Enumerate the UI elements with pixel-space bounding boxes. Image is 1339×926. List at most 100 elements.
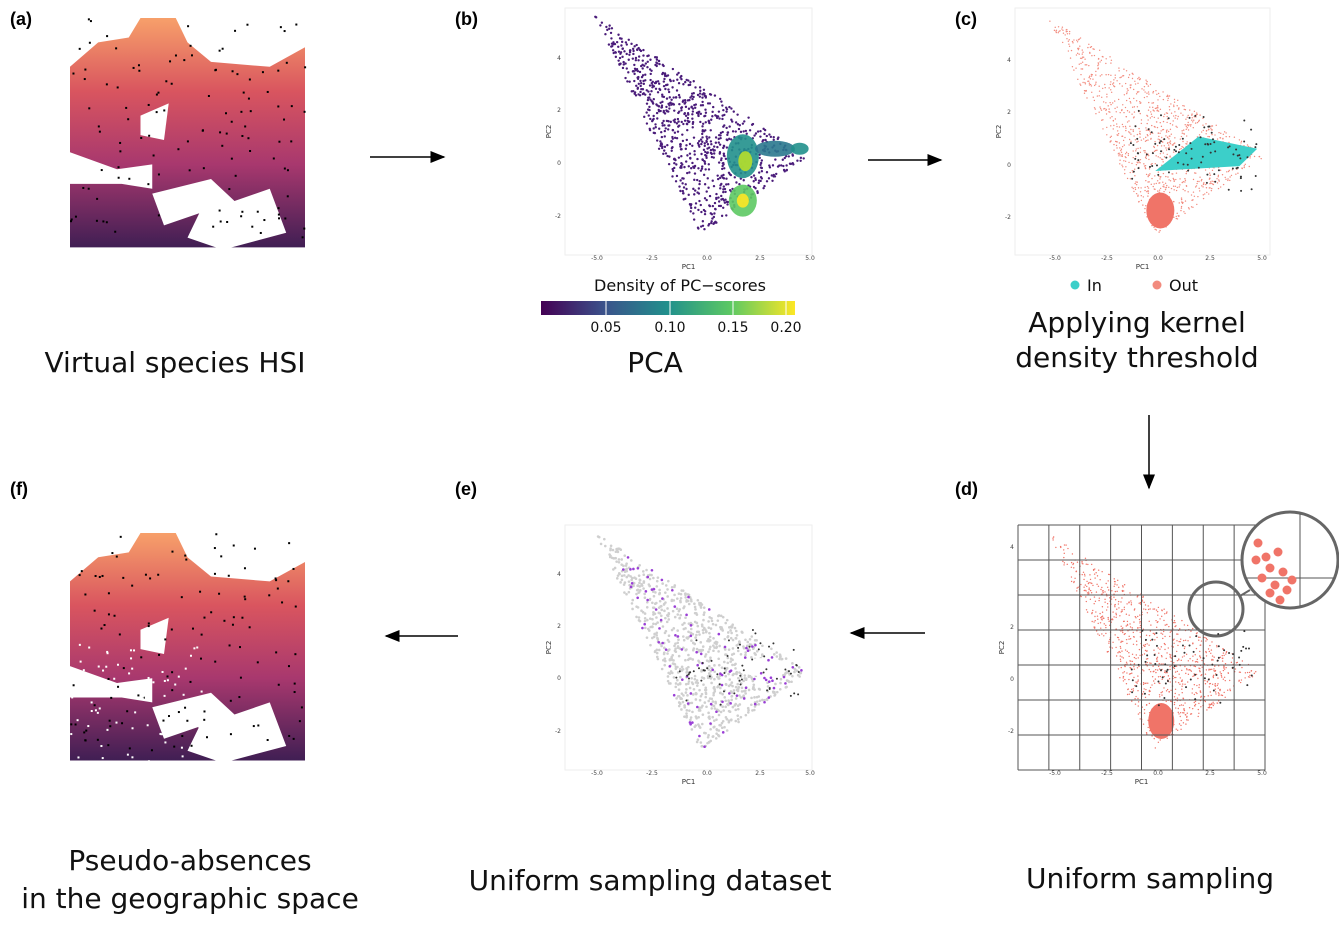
pc-point (1209, 178, 1210, 179)
pc-point (681, 177, 683, 179)
pc-point (730, 699, 733, 702)
presence-point (1202, 156, 1204, 158)
pc-point (683, 166, 685, 168)
pc-point (738, 128, 740, 130)
pc-point (648, 109, 650, 111)
presence-point (763, 672, 765, 674)
pc-point (1142, 669, 1143, 670)
pc-point (1135, 616, 1136, 617)
pc-point (1174, 99, 1175, 100)
pc-point (779, 655, 782, 658)
pc-point (1113, 85, 1114, 86)
pc-point (623, 554, 626, 557)
pc-point (1150, 111, 1151, 112)
pc-point (719, 692, 722, 695)
pc-point (694, 612, 697, 615)
pc-point (1167, 100, 1168, 101)
pc-point (705, 112, 707, 114)
pc-point (1160, 739, 1161, 740)
presence-point (739, 644, 741, 646)
sampled-point (637, 567, 640, 570)
presence-point (1214, 181, 1216, 183)
pc-point (1158, 138, 1159, 139)
pc-point (693, 150, 695, 152)
pc-point (1165, 147, 1166, 148)
pc-point (598, 536, 601, 539)
y-tick-label: 0 (557, 675, 561, 682)
pc-point (675, 163, 677, 165)
pc-point (1110, 117, 1111, 118)
presence-point (75, 723, 77, 725)
pc-point (1236, 662, 1237, 663)
pc-point (612, 549, 615, 552)
pc-point (1130, 600, 1131, 601)
pc-point (1195, 666, 1196, 667)
presence-point (769, 688, 771, 690)
pc-point (742, 122, 744, 124)
pc-point (700, 169, 702, 171)
pc-point (785, 169, 787, 171)
pc-point (1148, 93, 1149, 94)
pc-point (1084, 78, 1085, 79)
pc-point (688, 165, 690, 167)
pc-point (1146, 83, 1147, 84)
pc-point (1168, 691, 1169, 692)
y-tick-label: -2 (1005, 214, 1011, 221)
pc-point (715, 136, 717, 138)
pc-point (731, 681, 734, 684)
pc-point (664, 146, 666, 148)
pc-point (1123, 621, 1124, 622)
presence-point (679, 670, 681, 672)
pc-point (699, 90, 701, 92)
pc-point (1206, 655, 1207, 656)
zoom-point (1288, 576, 1297, 585)
pc-point (1125, 166, 1126, 167)
pc-point (755, 179, 757, 181)
sampled-point (636, 596, 639, 599)
pc-point (1126, 603, 1127, 604)
pc-point (763, 133, 765, 135)
pc-point (791, 662, 794, 665)
presence-point (244, 125, 246, 127)
pc-point (1155, 155, 1156, 156)
pc-point (776, 691, 779, 694)
pc-point (1108, 641, 1109, 642)
pc-point (1151, 178, 1152, 179)
presence-point (119, 150, 121, 152)
pc-point (1089, 83, 1090, 84)
pc-point (1227, 689, 1228, 690)
pc-point (662, 625, 665, 628)
y-tick-label: -2 (1008, 728, 1014, 735)
pc-point (1095, 611, 1096, 612)
pc-point (769, 166, 771, 168)
presence-point (1239, 664, 1241, 666)
pc-point (1115, 613, 1116, 614)
pc-point (680, 107, 682, 109)
pc-point (1112, 647, 1113, 648)
pc-point (1099, 597, 1100, 598)
pc-point (1147, 115, 1148, 116)
pc-point (704, 183, 706, 185)
presence-point (165, 80, 167, 82)
pc-point (1129, 623, 1130, 624)
pc-point (1100, 108, 1101, 109)
pc-point (694, 636, 697, 639)
pc-point (1140, 113, 1141, 114)
pc-point (1190, 631, 1191, 632)
pc-point (1161, 126, 1162, 127)
pc-point (1154, 175, 1155, 176)
pc-point (1120, 659, 1121, 660)
pc-point (1147, 612, 1148, 613)
pc-point (628, 591, 631, 594)
pc-point (707, 734, 710, 737)
y-tick-label: 4 (557, 571, 561, 578)
pc-point (719, 98, 721, 100)
pc-point (1091, 612, 1092, 613)
pc-point (641, 76, 643, 78)
pc-point (1141, 123, 1142, 124)
pc-point (1091, 592, 1092, 593)
pc-point (724, 198, 726, 200)
pc-point (1144, 212, 1145, 213)
presence-point (1138, 664, 1140, 666)
pc-point (1084, 58, 1085, 59)
